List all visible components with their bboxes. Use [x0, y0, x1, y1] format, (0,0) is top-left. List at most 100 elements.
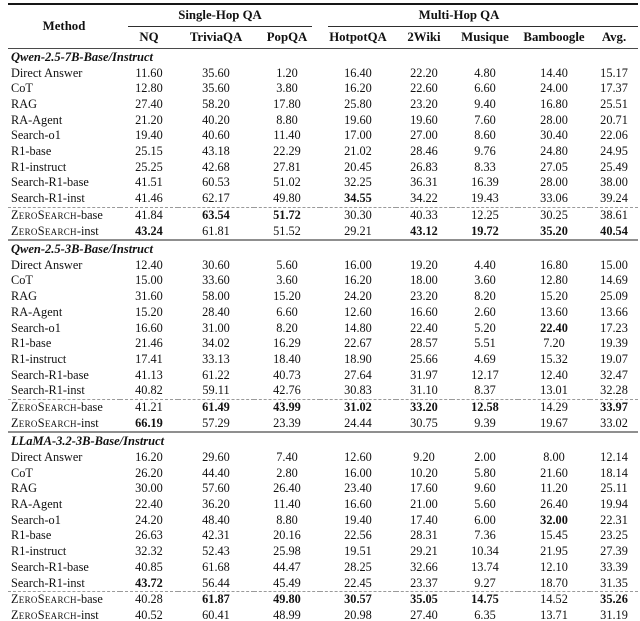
metric-value: 52.43 [202, 544, 230, 559]
method-label: Search-R1-inst [11, 191, 85, 206]
metric-value: 40.54 [600, 223, 628, 238]
metric-value: 41.84 [120, 206, 178, 224]
metric-value: 28.46 [410, 144, 438, 159]
metric-value: 6.60 [276, 304, 298, 319]
table-row: Search-R1-base 40.85 61.68 44.47 28.25 32.66 1… [8, 560, 638, 576]
metric-value: 36.20 [202, 497, 230, 512]
metric-value: 16.20 [344, 273, 372, 288]
metric-value: 25.11 [600, 481, 628, 496]
metric-value: 15.45 [540, 528, 568, 543]
table-header: Method Single-Hop QA Multi-Hop QA NQ Tri… [8, 4, 639, 49]
method-label: CoT [11, 273, 33, 288]
metric-value: 43.99 [254, 399, 320, 416]
metric-value: 35.26 [590, 591, 639, 608]
metric-value: 24.95 [600, 144, 628, 159]
metric-value: 41.51 [135, 175, 163, 190]
metric-value: 44.47 [273, 559, 301, 574]
table-row: R1-instruct 25.25 42.68 27.81 20.45 26.83 8.33… [8, 160, 638, 176]
metric-value: 8.80 [276, 112, 298, 127]
method-label: ZeroSearch-inst [11, 415, 99, 430]
metric-value: 17.60 [410, 481, 438, 496]
metric-value: 20.16 [273, 528, 301, 543]
metric-value: 2.60 [474, 304, 496, 319]
metric-value: 56.44 [202, 575, 230, 590]
metric-value: 27.81 [273, 159, 301, 174]
metric-value: 7.20 [543, 336, 565, 351]
metric-value: 30.60 [202, 257, 230, 272]
table-row: RAG 30.00 57.60 26.40 23.40 17.60 9.60 11.20 25.… [8, 481, 638, 497]
metric-value: 61.81 [202, 223, 230, 238]
metric-value: 16.00 [344, 257, 372, 272]
metric-value: 11.40 [273, 128, 301, 143]
metric-value: 25.25 [135, 159, 163, 174]
metric-value: 15.32 [540, 351, 568, 366]
metric-value: 43.24 [135, 223, 163, 238]
table-row: CoT 15.00 33.60 3.60 16.20 18.00 3.60 12.80 14.6… [8, 273, 638, 289]
method-label: RAG [11, 481, 37, 496]
metric-value: 42.31 [202, 528, 230, 543]
metric-value: 17.23 [600, 320, 628, 335]
method-label: Search-R1-inst [11, 383, 85, 398]
metric-value: 58.20 [202, 96, 230, 111]
metric-value: 7.40 [276, 449, 298, 464]
metric-value: 51.02 [273, 175, 301, 190]
group-multi-hop: Multi-Hop QA [320, 4, 591, 27]
metric-value: 19.40 [135, 128, 163, 143]
metric-value: 19.60 [410, 112, 438, 127]
metric-value: 8.37 [474, 383, 496, 398]
metric-value: 41.13 [135, 367, 163, 382]
table-row: ZeroSearch-base 40.28 61.87 49.80 30.57 35.05… [8, 591, 639, 608]
metric-value: 21.02 [344, 144, 372, 159]
metric-value: 13.60 [540, 304, 568, 319]
metric-value: 3.60 [276, 273, 298, 288]
metric-value: 23.20 [410, 289, 438, 304]
metric-value: 12.80 [135, 81, 163, 96]
method-column-header: Method [8, 4, 120, 49]
metric-value: 22.20 [410, 65, 438, 80]
metric-value: 24.80 [540, 144, 568, 159]
metric-value: 60.53 [202, 175, 230, 190]
metric-value: 33.97 [590, 399, 639, 416]
metric-value: 16.60 [344, 497, 372, 512]
method-label: ZeroSearch-inst [11, 608, 99, 621]
metric-value: 43.72 [135, 575, 163, 590]
table-row: CoT 26.20 44.40 2.80 16.00 10.20 5.80 21.60 18.1… [8, 466, 638, 482]
metric-value: 11.60 [135, 65, 163, 80]
metric-value: 12.40 [135, 257, 163, 272]
metric-value: 22.40 [540, 320, 568, 335]
metric-value: 6.35 [474, 608, 496, 621]
metric-value: 66.19 [135, 415, 163, 430]
metric-value: 22.29 [273, 144, 301, 159]
method-label: RA-Agent [11, 112, 63, 127]
metric-value: 30.75 [410, 415, 438, 430]
metric-value: 16.29 [273, 336, 301, 351]
metric-value: 20.98 [344, 608, 372, 621]
metric-value: 8.20 [276, 320, 298, 335]
col-header-triviaqa: TriviaQA [178, 27, 254, 49]
col-header-musique: Musique [452, 27, 518, 49]
metric-value: 2.00 [474, 449, 496, 464]
metric-value: 27.40 [410, 608, 438, 621]
metric-value: 29.21 [410, 544, 438, 559]
metric-value: 40.73 [273, 367, 301, 382]
metric-value: 22.67 [344, 336, 372, 351]
col-header-bamboogle: Bamboogle [518, 27, 591, 49]
table-row: ZeroSearch-inst 66.19 57.29 23.39 24.44 30.75… [8, 416, 638, 433]
metric-value: 25.09 [600, 289, 628, 304]
method-label: R1-base [11, 336, 52, 351]
group-single-hop: Single-Hop QA [120, 4, 320, 27]
metric-value: 41.46 [135, 191, 163, 206]
table-row: RA-Agent 22.40 36.20 11.40 16.60 21.00 5.60 26.… [8, 497, 638, 513]
metric-value: 39.24 [600, 191, 628, 206]
metric-value: 18.00 [410, 273, 438, 288]
metric-value: 40.60 [202, 128, 230, 143]
method-label: Search-R1-base [11, 559, 89, 574]
metric-value: 22.45 [344, 575, 372, 590]
metric-value: 28.57 [410, 336, 438, 351]
metric-value: 33.06 [540, 191, 568, 206]
metric-value: 21.20 [135, 112, 163, 127]
metric-value: 9.39 [474, 415, 496, 430]
metric-value: 17.80 [273, 96, 301, 111]
metric-value: 22.40 [410, 320, 438, 335]
metric-value: 32.47 [600, 367, 628, 382]
